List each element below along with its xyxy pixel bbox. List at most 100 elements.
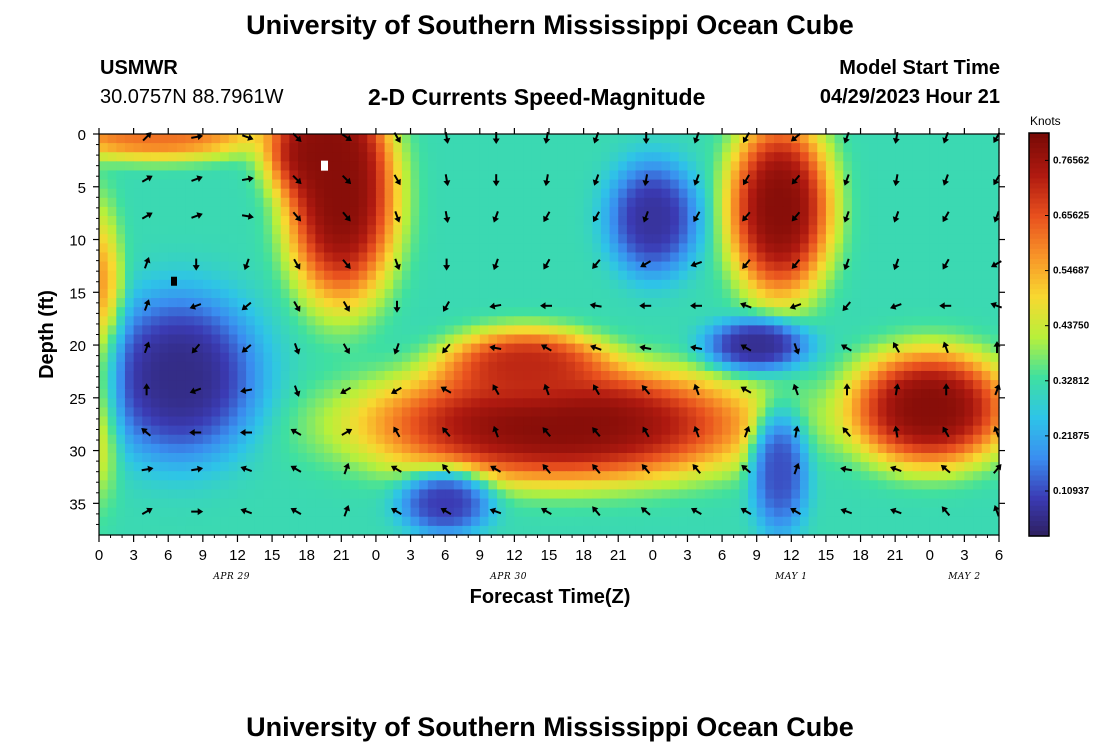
heatmap-cell xyxy=(202,270,213,281)
heatmap-cell xyxy=(488,452,498,463)
heatmap-cell xyxy=(254,370,265,381)
bottom-title: University of Southern Mississippi Ocean… xyxy=(246,712,854,742)
heatmap-cell xyxy=(825,216,836,226)
heatmap-cell xyxy=(947,216,957,226)
heatmap-cell xyxy=(168,434,178,445)
heatmap-cell xyxy=(756,325,766,336)
heatmap-cell xyxy=(427,152,438,162)
heatmap-cell xyxy=(955,261,965,272)
heatmap-cell xyxy=(194,298,204,308)
heatmap-cell xyxy=(168,152,178,162)
heatmap-cell xyxy=(661,234,671,244)
heatmap-cell xyxy=(228,407,239,418)
heatmap-cell xyxy=(453,398,464,409)
heatmap-cell xyxy=(246,197,256,208)
heatmap-cell xyxy=(765,161,775,172)
heatmap-cell xyxy=(574,298,585,308)
heatmap-cell xyxy=(549,489,559,500)
heatmap-cell xyxy=(445,416,455,427)
heatmap-cell xyxy=(272,252,282,263)
heatmap-cell xyxy=(280,434,290,445)
heatmap-cell xyxy=(938,516,948,527)
heatmap-cell xyxy=(644,288,654,299)
heatmap-cell xyxy=(834,361,844,372)
heatmap-cell xyxy=(687,525,697,536)
heatmap-cell xyxy=(168,225,178,235)
heatmap-cell xyxy=(332,188,342,199)
heatmap-cell xyxy=(696,307,706,317)
heatmap-cell xyxy=(124,279,135,290)
heatmap-cell xyxy=(895,197,905,208)
heatmap-cell xyxy=(436,498,446,509)
heatmap-cell xyxy=(116,270,126,281)
heatmap-cell xyxy=(713,498,723,509)
heatmap-cell xyxy=(817,134,827,144)
heatmap-cell xyxy=(306,443,316,454)
heatmap-cell xyxy=(748,498,758,509)
heatmap-cell xyxy=(730,480,740,491)
heatmap-cell xyxy=(133,361,143,372)
heatmap-cell xyxy=(185,525,195,536)
heatmap-cell xyxy=(825,480,836,491)
heatmap-cell xyxy=(730,216,740,226)
heatmap-cell xyxy=(860,480,870,491)
heatmap-cell xyxy=(886,498,896,509)
heatmap-cell xyxy=(696,152,706,162)
heatmap-cell xyxy=(981,471,991,481)
heatmap-cell xyxy=(808,525,818,536)
heatmap-cell xyxy=(635,134,645,144)
heatmap-cell xyxy=(211,243,221,254)
heatmap-cell xyxy=(877,434,888,445)
heatmap-cell xyxy=(375,507,386,518)
heatmap-cell xyxy=(462,380,472,390)
heatmap-cell xyxy=(254,507,265,518)
heatmap-cell xyxy=(549,498,559,509)
heatmap-cell xyxy=(574,489,585,500)
heatmap-cell xyxy=(280,361,290,372)
heatmap-cell xyxy=(228,389,239,399)
heatmap-cell xyxy=(436,334,446,345)
heatmap-cell xyxy=(644,325,654,336)
heatmap-cell xyxy=(280,234,290,244)
heatmap-cell xyxy=(843,316,853,326)
heatmap-cell xyxy=(133,370,143,381)
heatmap-cell xyxy=(280,325,290,336)
heatmap-cell xyxy=(124,216,135,226)
heatmap-cell xyxy=(341,243,351,254)
heatmap-cell xyxy=(168,216,178,226)
heatmap-cell xyxy=(661,307,671,317)
heatmap-cell xyxy=(116,325,126,336)
heatmap-cell xyxy=(410,279,420,290)
heatmap-cell xyxy=(600,462,611,472)
heatmap-cell xyxy=(228,216,239,226)
heatmap-cell xyxy=(228,188,239,199)
heatmap-cell xyxy=(557,498,567,509)
heatmap-cell xyxy=(445,152,455,162)
heatmap-cell xyxy=(150,298,161,308)
heatmap-cell xyxy=(531,161,541,172)
low-marker xyxy=(171,276,177,286)
heatmap-cell xyxy=(774,152,784,162)
heatmap-cell xyxy=(289,288,299,299)
heatmap-cell xyxy=(817,416,827,427)
heatmap-cell xyxy=(453,225,464,235)
heatmap-cell xyxy=(609,161,619,172)
heatmap-cell xyxy=(600,197,611,208)
heatmap-cell xyxy=(574,471,585,481)
heatmap-cell xyxy=(142,434,152,445)
heatmap-cell xyxy=(583,279,593,290)
heatmap-cell xyxy=(384,307,394,317)
heatmap-cell xyxy=(791,407,801,418)
heatmap-cell xyxy=(929,206,940,217)
heatmap-cell xyxy=(903,398,914,409)
heatmap-cell xyxy=(419,516,429,527)
current-vector-arrow xyxy=(292,211,302,222)
heatmap-cell xyxy=(505,425,515,436)
current-vector-arrow xyxy=(492,384,500,396)
heatmap-cell xyxy=(825,443,836,454)
current-vector-arrow xyxy=(592,259,601,269)
heatmap-cell xyxy=(133,398,143,409)
heatmap-cell xyxy=(254,498,265,509)
heatmap-cell xyxy=(324,389,334,399)
heatmap-cell xyxy=(168,498,178,509)
